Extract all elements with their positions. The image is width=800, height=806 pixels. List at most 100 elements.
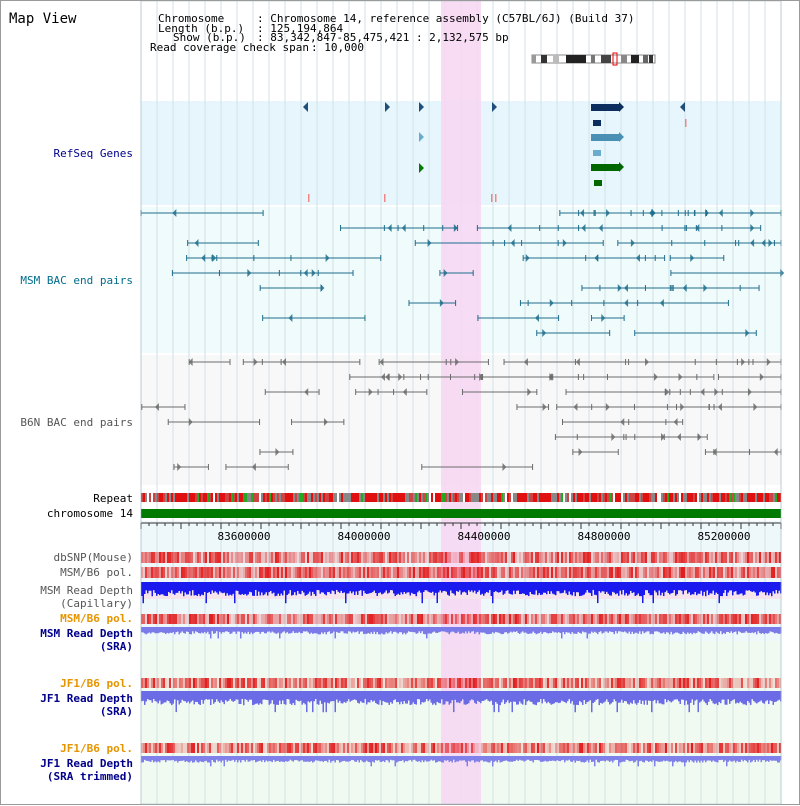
heat-cell (219, 678, 221, 688)
depth-bar (591, 756, 593, 762)
track-label-refseq-genes[interactable]: RefSeq Genes (53, 147, 133, 160)
repeat-cell (431, 493, 433, 502)
track-label-chromosome[interactable]: chromosome 14 (46, 507, 133, 520)
depth-bar (214, 582, 216, 592)
heat-cell (163, 552, 165, 563)
track-label-jf1-pol-1[interactable]: JF1/B6 pol. (60, 677, 133, 690)
depth-bar (739, 691, 741, 702)
heat-cell (435, 614, 437, 624)
repeat-cell (409, 493, 411, 502)
depth-bar (313, 627, 315, 634)
heat-cell (509, 743, 511, 753)
track-label-msm-depth-sra[interactable]: MSM Read Depth (40, 627, 133, 640)
repeat-cell (399, 493, 401, 502)
track-label-repeat[interactable]: Repeat (93, 492, 133, 505)
track-label-jf1-pol-2[interactable]: JF1/B6 pol. (60, 742, 133, 755)
heat-cell (185, 678, 187, 688)
repeat-cell (461, 493, 463, 502)
depth-bar (646, 691, 648, 705)
depth-bar (166, 582, 168, 597)
track-label-dbsnp[interactable]: dbSNP(Mouse) (53, 551, 133, 564)
heat-cell (501, 614, 503, 624)
depth-bar (556, 627, 558, 633)
heat-cell (367, 614, 369, 624)
track-label-jf1-depth[interactable]: JF1 Read Depth (40, 692, 133, 705)
bac-marker (275, 448, 280, 456)
heat-cell (267, 614, 269, 624)
depth-bar (700, 756, 702, 761)
coverage-span-value: : 10,000 (311, 41, 364, 54)
depth-bar (496, 756, 498, 763)
heat-cell (669, 567, 671, 578)
heat-cell (651, 678, 653, 688)
depth-bar (342, 756, 344, 762)
heat-cell (347, 614, 349, 624)
depth-bar (778, 756, 780, 763)
heat-cell (147, 678, 149, 688)
heat-cell (473, 552, 475, 563)
depth-bar (753, 756, 755, 760)
heat-cell (165, 552, 167, 563)
heat-cell (573, 567, 575, 578)
track-label-b6n-bac[interactable]: B6N BAC end pairs (20, 416, 133, 429)
gene-block-green (591, 164, 619, 171)
depth-bar (307, 627, 309, 633)
heat-cell (235, 743, 237, 753)
heat-cell (479, 552, 481, 563)
depth-bar (511, 627, 513, 633)
depth-bar (492, 691, 494, 705)
heat-cell (443, 743, 445, 753)
repeat-cell (265, 493, 267, 502)
heat-cell (561, 614, 563, 624)
heat-cell (147, 743, 149, 753)
heat-cell (745, 567, 747, 578)
track-label-jf1-depth-trimmed[interactable]: JF1 Read Depth (40, 757, 133, 770)
heat-cell (173, 743, 175, 753)
track-label-msm-b6-pol-1[interactable]: MSM/B6 pol. (60, 566, 133, 579)
heat-cell (499, 552, 501, 563)
heat-cell (437, 567, 439, 578)
depth-bar (156, 627, 158, 634)
depth-bar (261, 756, 263, 762)
heat-cell (581, 743, 583, 753)
heat-cell (289, 552, 291, 563)
depth-bar (639, 756, 641, 762)
bac-marker (402, 388, 407, 396)
gene-arrow (385, 102, 390, 112)
heat-cell (401, 567, 403, 578)
heat-cell (695, 567, 697, 578)
heat-cell (295, 743, 297, 753)
depth-bar (558, 691, 560, 704)
track-label-msm-bac[interactable]: MSM BAC end pairs (20, 274, 133, 287)
heat-cell (209, 614, 211, 624)
depth-bar (615, 691, 617, 702)
depth-bar (687, 627, 689, 633)
track-label-msm-b6-pol-2[interactable]: MSM/B6 pol. (60, 612, 133, 625)
depth-bar (744, 627, 746, 633)
heat-cell (503, 567, 505, 578)
bac-marker (542, 403, 547, 411)
depth-bar (345, 691, 347, 703)
heat-cell (701, 552, 703, 563)
heat-cell (605, 552, 607, 563)
depth-bar (406, 691, 408, 704)
heat-cell (171, 614, 173, 624)
depth-bar (675, 627, 677, 633)
bac-marker (172, 209, 177, 217)
depth-bar (616, 627, 618, 634)
depth-bar (144, 691, 146, 705)
bac-marker (380, 373, 385, 381)
depth-bar (567, 582, 569, 595)
depth-bar (441, 627, 443, 632)
depth-bar (373, 582, 375, 591)
depth-bar (154, 756, 156, 762)
heat-cell (305, 552, 307, 563)
depth-bar (273, 627, 275, 633)
heat-cell (463, 552, 465, 563)
heat-cell (195, 567, 197, 578)
heat-cell (563, 567, 565, 578)
track-label-msm-depth-capillary[interactable]: MSM Read Depth (40, 584, 133, 597)
depth-bar (627, 756, 629, 761)
depth-bar (237, 627, 239, 632)
